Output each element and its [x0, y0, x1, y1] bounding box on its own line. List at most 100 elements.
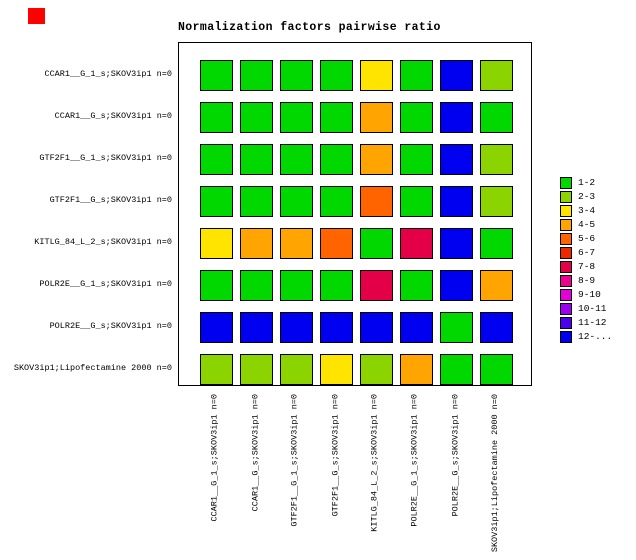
legend-swatch	[560, 303, 572, 315]
heatmap-cell	[440, 144, 473, 175]
heatmap-cell	[360, 102, 393, 133]
heatmap-cell	[240, 60, 273, 91]
legend-item: 5-6	[560, 233, 612, 245]
heatmap-cell	[200, 228, 233, 259]
heatmap-cell	[320, 186, 353, 217]
legend-item: 10-11	[560, 303, 612, 315]
row-label: POLR2E__G_s;SKOV3ip1 n=0	[49, 321, 172, 331]
row-label: KITLG_84_L_2_s;SKOV3ip1 n=0	[34, 237, 172, 247]
heatmap-cell	[200, 186, 233, 217]
heatmap-cell	[400, 228, 433, 259]
heatmap-cell	[320, 144, 353, 175]
heatmap-cell	[200, 270, 233, 301]
heatmap-cell	[360, 312, 393, 343]
heatmap-cell	[400, 60, 433, 91]
heatmap-cell	[320, 312, 353, 343]
legend-item: 8-9	[560, 275, 612, 287]
legend-label: 11-12	[578, 317, 607, 328]
red-square-marker	[28, 8, 45, 24]
heatmap-cell	[440, 354, 473, 385]
row-label: GTF2F1__G_1_s;SKOV3ip1 n=0	[39, 153, 172, 163]
heatmap-cell	[240, 312, 273, 343]
legend-label: 1-2	[578, 177, 596, 188]
row-label: CCAR1__G_1_s;SKOV3ip1 n=0	[44, 69, 172, 79]
heatmap-cell	[440, 270, 473, 301]
legend-swatch	[560, 331, 572, 343]
heatmap-cell	[360, 186, 393, 217]
heatmap-cell	[200, 354, 233, 385]
legend-item: 6-7	[560, 247, 612, 259]
legend-item: 3-4	[560, 205, 612, 217]
heatmap-cell	[360, 144, 393, 175]
column-label: CCAR1__G_1_s;SKOV3ip1 n=0	[210, 394, 220, 522]
legend-swatch	[560, 233, 572, 245]
heatmap-cell	[240, 186, 273, 217]
chart-title: Normalization factors pairwise ratio	[178, 21, 441, 34]
legend-item: 11-12	[560, 317, 612, 329]
heatmap-cell	[320, 60, 353, 91]
legend-swatch	[560, 261, 572, 273]
heatmap-cell	[200, 60, 233, 91]
heatmap-cell	[400, 354, 433, 385]
row-label: CCAR1__G_s;SKOV3ip1 n=0	[54, 111, 172, 121]
heatmap-cell	[440, 228, 473, 259]
legend-label: 7-8	[578, 261, 596, 272]
legend-swatch	[560, 177, 572, 189]
heatmap-cell	[400, 144, 433, 175]
column-label: GTF2F1__G_1_s;SKOV3ip1 n=0	[290, 394, 300, 527]
heatmap-cell	[280, 270, 313, 301]
row-label: GTF2F1__G_s;SKOV3ip1 n=0	[49, 195, 172, 205]
row-label: POLR2E__G_1_s;SKOV3ip1 n=0	[39, 279, 172, 289]
legend: 1-2 2-3 3-4 4-5 5-6 6-7 7-8 8-9 9-10 10-11 11-12 12…	[560, 177, 612, 345]
legend-swatch	[560, 191, 572, 203]
heatmap-cell	[240, 228, 273, 259]
heatmap-cell	[280, 186, 313, 217]
column-label: POLR2E__G_s;SKOV3ip1 n=0	[450, 394, 460, 517]
heatmap-cell	[200, 144, 233, 175]
heatmap-cell	[360, 60, 393, 91]
heatmap-cell	[480, 60, 513, 91]
heatmap-cell	[440, 60, 473, 91]
legend-item: 4-5	[560, 219, 612, 231]
legend-label: 8-9	[578, 275, 596, 286]
heatmap-cell	[400, 312, 433, 343]
heatmap-cell	[440, 312, 473, 343]
heatmap-cell	[200, 312, 233, 343]
column-label: CCAR1__G_s;SKOV3ip1 n=0	[250, 394, 260, 512]
row-label: SKOV3ip1;Lipofectamine 2000 n=0	[13, 363, 172, 373]
heatmap-cell	[480, 270, 513, 301]
heatmap-cell	[360, 270, 393, 301]
legend-item: 7-8	[560, 261, 612, 273]
legend-swatch	[560, 219, 572, 231]
heatmap-cell	[240, 354, 273, 385]
heatmap-cell	[280, 312, 313, 343]
legend-label: 9-10	[578, 289, 601, 300]
heatmap-plot-area	[178, 42, 532, 386]
legend-item: 2-3	[560, 191, 612, 203]
legend-label: 5-6	[578, 233, 596, 244]
heatmap-cell	[440, 186, 473, 217]
heatmap-cell	[480, 228, 513, 259]
heatmap-cell	[320, 354, 353, 385]
heatmap-cell	[240, 144, 273, 175]
heatmap-cell	[200, 102, 233, 133]
legend-swatch	[560, 275, 572, 287]
legend-label: 2-3	[578, 191, 596, 202]
legend-swatch	[560, 205, 572, 217]
legend-item: 12-...	[560, 331, 612, 343]
legend-item: 9-10	[560, 289, 612, 301]
column-label: SKOV3ip1;Lipofectamine 2000 n=0	[490, 394, 500, 553]
column-label: POLR2E__G_1_s;SKOV3ip1 n=0	[410, 394, 420, 527]
heatmap-cell	[320, 270, 353, 301]
heatmap-cell	[320, 102, 353, 133]
heatmap-cell	[400, 186, 433, 217]
heatmap-cell	[240, 102, 273, 133]
heatmap-cell	[240, 270, 273, 301]
heatmap-cell	[480, 186, 513, 217]
legend-label: 12-...	[578, 331, 613, 342]
heatmap-cell	[480, 312, 513, 343]
heatmap-cell	[480, 144, 513, 175]
heatmap-cell	[280, 354, 313, 385]
heatmap-cell	[280, 60, 313, 91]
